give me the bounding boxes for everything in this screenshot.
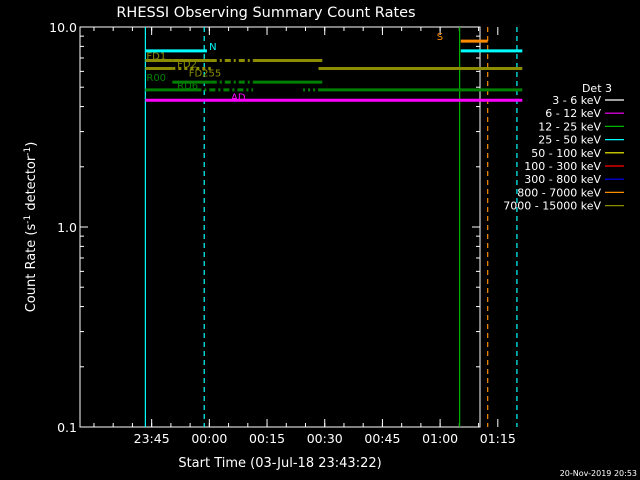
annotation-label: AD bbox=[231, 92, 246, 103]
legend-label: 300 - 800 keV bbox=[524, 173, 601, 186]
chart-title: RHESSI Observing Summary Count Rates bbox=[116, 5, 415, 21]
x-tick-label: 01:15 bbox=[480, 431, 516, 446]
legend-label: 6 - 12 keV bbox=[545, 107, 601, 120]
footer-date: 20-Nov-2019 20:53 bbox=[560, 469, 637, 478]
annotation-label: S bbox=[437, 32, 443, 43]
annotation-label: N bbox=[209, 42, 216, 53]
y-tick-label: 10.0 bbox=[49, 20, 77, 35]
legend-label: 3 - 6 keV bbox=[552, 94, 601, 107]
annotation-label: RD6 bbox=[177, 81, 198, 92]
annotation-label: FD255 bbox=[189, 68, 222, 79]
legend-title: Det 3 bbox=[582, 82, 612, 95]
y-axis-label: Count Rate (s-1 detector-1) bbox=[23, 142, 39, 313]
x-tick-label: 00:45 bbox=[364, 431, 400, 446]
x-tick-label: 01:00 bbox=[422, 431, 458, 446]
legend-label: 7000 - 15000 keV bbox=[503, 200, 601, 213]
plot-area bbox=[79, 26, 481, 428]
x-tick-label: 00:15 bbox=[249, 431, 285, 446]
legend-label: 12 - 25 keV bbox=[538, 120, 601, 133]
y-tick-label: 0.1 bbox=[57, 420, 77, 435]
x-tick-label: 00:00 bbox=[191, 431, 227, 446]
legend-label: 100 - 300 keV bbox=[524, 160, 601, 173]
x-tick-label: 23:45 bbox=[134, 431, 170, 446]
legend-label: 50 - 100 keV bbox=[531, 147, 601, 160]
annotation-label: R00 bbox=[146, 73, 166, 84]
legend-label: 25 - 50 keV bbox=[538, 134, 601, 147]
x-axis-label: Start Time (03-Jul-18 23:43:22) bbox=[178, 456, 381, 471]
annotation-label: FD2 bbox=[177, 60, 197, 71]
legend-label: 800 - 7000 keV bbox=[517, 186, 601, 199]
annotation-label: FD1 bbox=[146, 51, 166, 62]
x-tick-label: 00:30 bbox=[307, 431, 343, 446]
y-tick-label: 1.0 bbox=[57, 220, 77, 235]
